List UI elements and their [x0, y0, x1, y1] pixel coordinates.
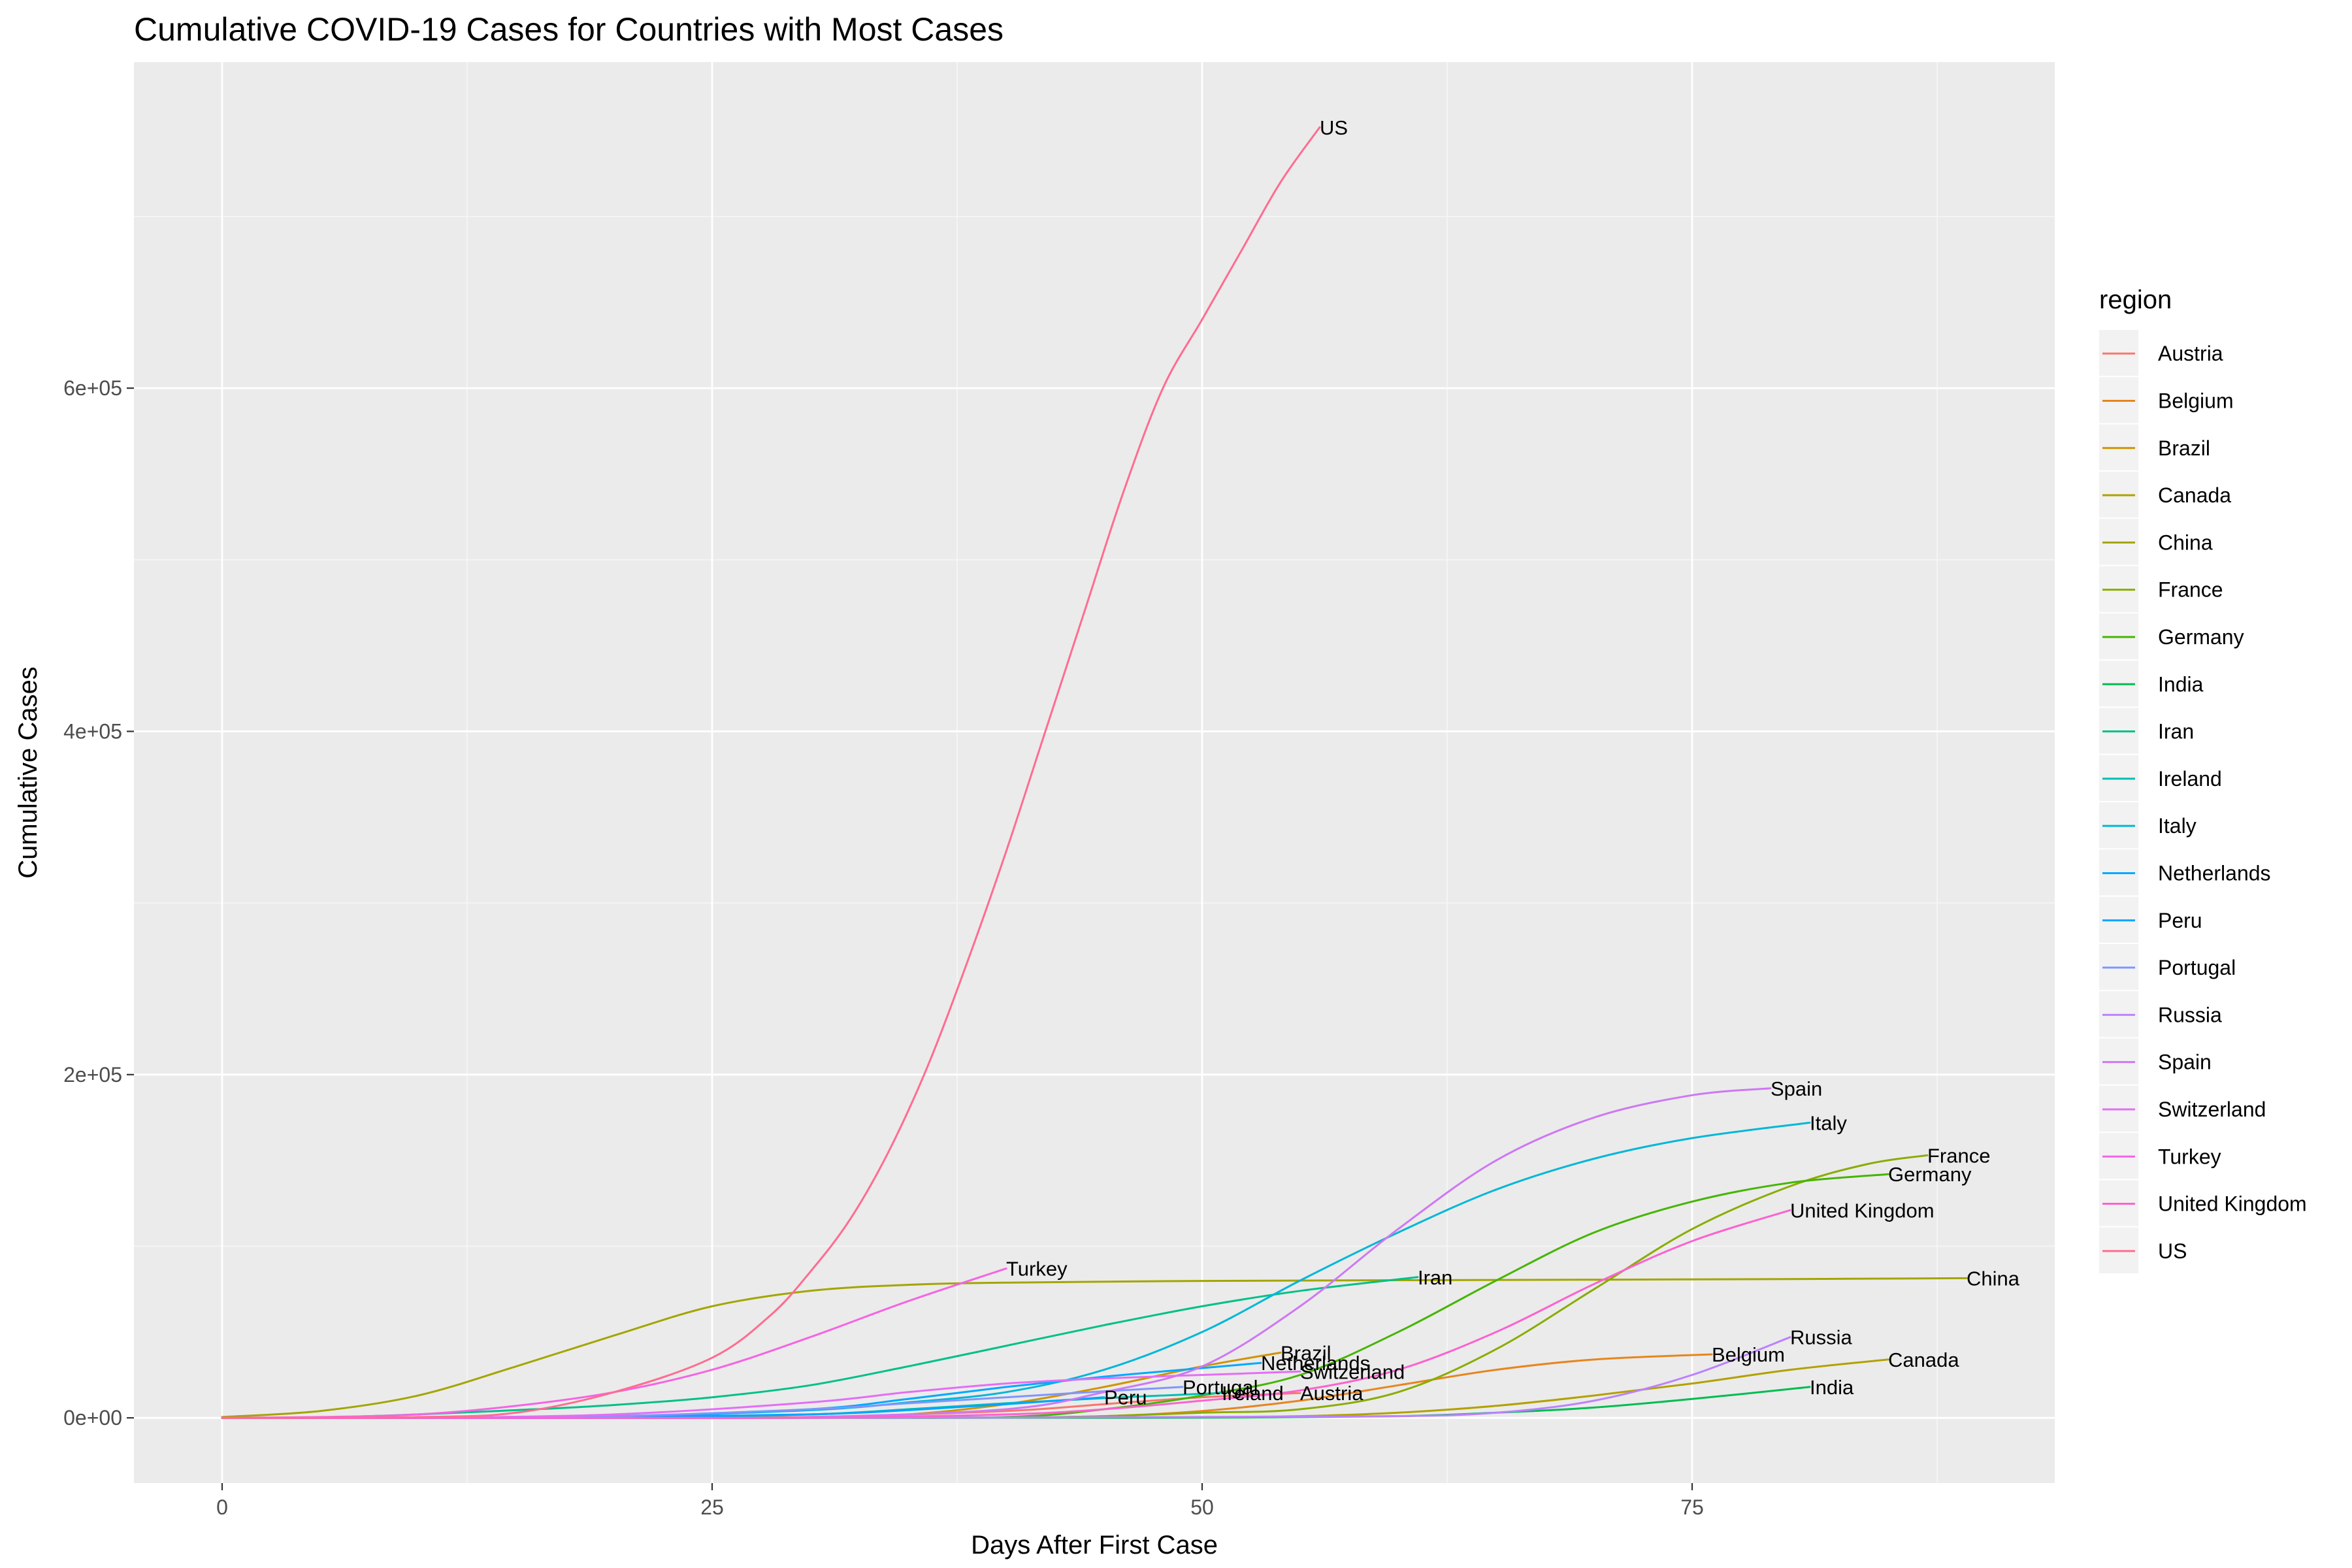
end-label-ireland: Ireland	[1222, 1382, 1284, 1405]
legend-label: Ireland	[2158, 767, 2222, 791]
legend-item-russia: Russia	[2099, 991, 2222, 1037]
series-line-us	[221, 126, 1321, 1419]
legend-label: Italy	[2158, 814, 2197, 838]
end-label-belgium: Belgium	[1712, 1343, 1785, 1366]
y-tick-label: 4e+05	[63, 719, 122, 743]
legend-label: India	[2158, 672, 2204, 696]
legend-item-india: India	[2099, 661, 2204, 707]
legend-item-belgium: Belgium	[2099, 377, 2234, 423]
end-label-austria: Austria	[1300, 1382, 1364, 1405]
legend: region Austria Belgium Brazil Canada China Fr…	[2099, 286, 2307, 1273]
x-tick-label: 50	[1190, 1495, 1214, 1519]
legend-item-us: US	[2099, 1227, 2187, 1273]
legend-item-italy: Italy	[2099, 802, 2197, 849]
legend-label: Portugal	[2158, 956, 2236, 979]
legend-label: Germany	[2158, 625, 2244, 649]
end-label-germany: Germany	[1888, 1163, 1972, 1186]
plot-panel	[134, 62, 2055, 1483]
legend-label: Belgium	[2158, 389, 2234, 412]
end-label-portugal: Portugal	[1183, 1376, 1258, 1399]
y-tick-label: 0e+00	[63, 1406, 122, 1429]
legend-item-spain: Spain	[2099, 1038, 2212, 1085]
legend-label: Netherlands	[2158, 861, 2271, 885]
end-label-india: India	[1810, 1376, 1854, 1399]
end-label-russia: Russia	[1790, 1326, 1853, 1349]
legend-item-ireland: Ireland	[2099, 755, 2222, 801]
legend-label: France	[2158, 578, 2223, 602]
y-tick-label: 6e+05	[63, 376, 122, 400]
legend-item-germany: Germany	[2099, 613, 2244, 660]
x-tick-label: 75	[1680, 1495, 1704, 1519]
legend-item-switzerland: Switzerland	[2099, 1085, 2266, 1132]
series-line-united-kingdom	[221, 1209, 1791, 1419]
legend-label: Iran	[2158, 720, 2194, 743]
end-label-iran: Iran	[1418, 1266, 1452, 1289]
end-label-canada: Canada	[1888, 1348, 1959, 1371]
end-label-spain: Spain	[1771, 1077, 1822, 1100]
x-tick-label: 0	[216, 1495, 228, 1519]
legend-label: United Kingdom	[2158, 1192, 2307, 1216]
legend-label: Spain	[2158, 1051, 2212, 1074]
y-axis-title: Cumulative Cases	[14, 666, 42, 879]
legend-item-china: China	[2099, 519, 2213, 565]
legend-item-turkey: Turkey	[2099, 1133, 2221, 1179]
legend-item-iran: Iran	[2099, 708, 2194, 754]
plot-area: Austria Belgium Brazil Canada China FranceGer…	[134, 62, 2055, 1483]
legend-item-portugal: Portugal	[2099, 943, 2236, 990]
legend-title: region	[2099, 286, 2172, 314]
end-label-netherlands: Netherlands	[1261, 1352, 1370, 1375]
legend-item-peru: Peru	[2099, 896, 2202, 943]
legend-label: Austria	[2158, 342, 2223, 365]
legend-label: Switzerland	[2158, 1098, 2266, 1121]
legend-label: Peru	[2158, 909, 2202, 932]
legend-item-france: France	[2099, 566, 2223, 612]
series-lines	[221, 126, 1968, 1419]
legend-label: Russia	[2158, 1003, 2222, 1026]
end-label-united-kingdom: United Kingdom	[1790, 1199, 1935, 1222]
end-label-italy: Italy	[1810, 1111, 1847, 1134]
x-axis-title: Days After First Case	[971, 1531, 1218, 1560]
legend-label: Brazil	[2158, 436, 2210, 460]
legend-label: Turkey	[2158, 1145, 2221, 1168]
end-label-china: China	[1967, 1267, 2020, 1290]
legend-label: Canada	[2158, 483, 2231, 507]
end-label-peru: Peru	[1104, 1386, 1147, 1409]
legend-item-austria: Austria	[2099, 330, 2223, 376]
chart-title: Cumulative COVID-19 Cases for Countries …	[134, 11, 1004, 48]
end-label-turkey: Turkey	[1006, 1258, 1068, 1281]
legend-label: US	[2158, 1239, 2187, 1263]
end-label-us: US	[1320, 116, 1348, 139]
x-tick-label: 25	[700, 1495, 724, 1519]
legend-label: China	[2158, 531, 2213, 554]
end-label-brazil: Brazil	[1281, 1341, 1331, 1364]
legend-item-brazil: Brazil	[2099, 424, 2210, 470]
legend-item-netherlands: Netherlands	[2099, 849, 2271, 896]
end-labels: Austria Belgium Brazil Canada China FranceGer…	[1006, 116, 2020, 1409]
end-label-france: France	[1927, 1144, 1990, 1167]
legend-item-canada: Canada	[2099, 471, 2231, 518]
legend-item-united-kingdom: United Kingdom	[2099, 1180, 2307, 1226]
y-tick-label: 2e+05	[63, 1063, 122, 1086]
end-label-switzerland: Switzerland	[1300, 1360, 1405, 1383]
